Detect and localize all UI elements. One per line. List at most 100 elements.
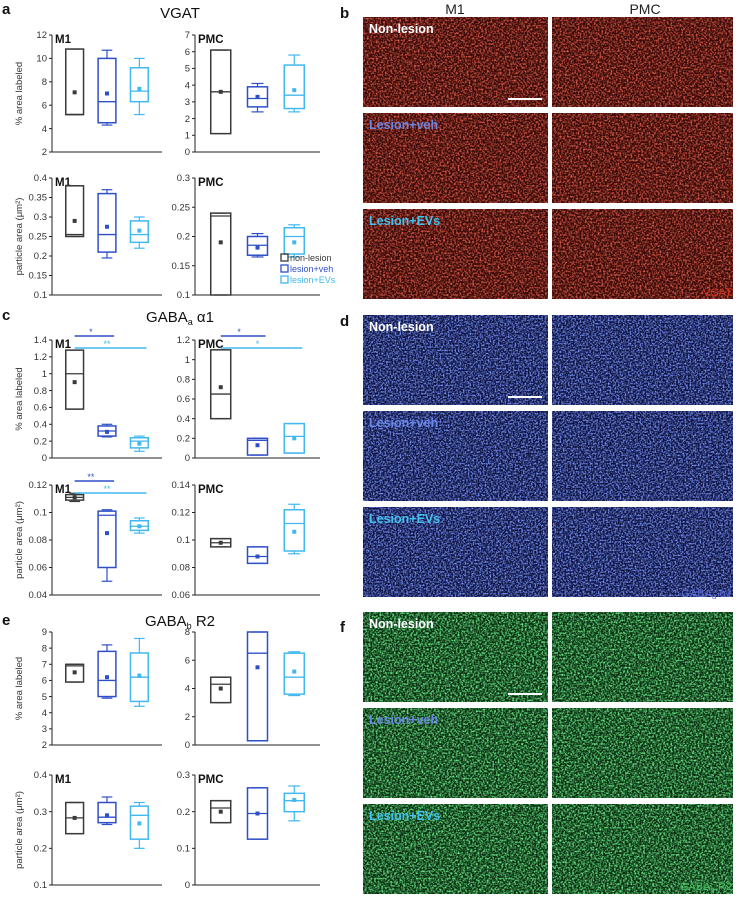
y-tick-label: 1.4 bbox=[34, 335, 47, 346]
box-iqr bbox=[246, 631, 269, 742]
box-iqr bbox=[97, 650, 117, 698]
chart-c_pmc: 0 0.2 0.4 0.6 0.8 1 1.2 PMC * * bbox=[177, 327, 320, 464]
micrograph-texture bbox=[552, 804, 733, 894]
y-tick-label: 0.4 bbox=[34, 419, 47, 430]
mean-marker bbox=[105, 91, 109, 96]
condition-label: Lesion+veh bbox=[369, 416, 438, 430]
micrograph-texture bbox=[552, 209, 733, 299]
mean-marker bbox=[255, 245, 260, 250]
box-iqr bbox=[97, 57, 117, 124]
micrograph-grid: Non-lesion Lesion+veh Lesion+EVs Non-lesion… bbox=[363, 17, 733, 894]
mean-marker bbox=[72, 90, 77, 95]
y-tick-label: 0.2 bbox=[34, 844, 47, 855]
box-iqr bbox=[209, 676, 232, 704]
box-iqr bbox=[129, 520, 150, 532]
y-tick-label: 0.8 bbox=[177, 375, 190, 386]
box-lesion+veh bbox=[97, 49, 117, 126]
y-axis-label: % area labeled bbox=[14, 367, 25, 430]
y-tick-label: 0.6 bbox=[34, 403, 47, 414]
mean-marker bbox=[105, 224, 109, 229]
y-tick-label: 1.2 bbox=[177, 335, 190, 346]
mean-marker bbox=[292, 529, 297, 534]
panel-letter-d: d bbox=[340, 313, 349, 330]
chart-c_m1: 00.20.40.60.811.21.4 M1% area labeled*** bbox=[14, 327, 162, 464]
micrograph-red-m1-3 bbox=[363, 209, 548, 299]
y-tick-label: 0.3 bbox=[34, 807, 47, 818]
column-header-pmc: PMC bbox=[629, 1, 660, 17]
condition-label: Lesion+veh bbox=[369, 118, 438, 132]
stain-label-vgat: VGAT bbox=[703, 287, 732, 299]
y-tick-label: 0 bbox=[185, 147, 190, 158]
box-lesion+EVs bbox=[283, 54, 306, 113]
chart-title: PMC bbox=[198, 339, 224, 351]
chart-e_pmc_pa: 0 0.1 0.2 0.3 PMC bbox=[177, 770, 320, 891]
box-iqr bbox=[65, 185, 85, 238]
panel-letter-e: e bbox=[2, 612, 10, 629]
chart-title: PMC bbox=[198, 34, 224, 46]
condition-label: Lesion+veh bbox=[369, 713, 438, 727]
micrograph-red-m1-2 bbox=[363, 113, 548, 203]
box-lesion+EVs bbox=[129, 801, 150, 849]
mean-marker bbox=[72, 218, 77, 223]
y-axis-label: particle area (μm²) bbox=[14, 791, 25, 869]
condition-label: Lesion+EVs bbox=[369, 809, 440, 823]
y-tick-label: 10 bbox=[36, 54, 47, 65]
micrograph-texture bbox=[363, 804, 548, 894]
micrograph-green-pmc-2 bbox=[552, 708, 733, 798]
mean-marker bbox=[255, 94, 260, 99]
chart-a_pmc_pa: 0.1 0.15 0.2 0.25 0.3 PMC bbox=[172, 173, 320, 301]
y-tick-label: 0.08 bbox=[172, 563, 191, 574]
box-non-lesion bbox=[65, 349, 85, 410]
box-non-lesion bbox=[65, 492, 85, 503]
box-iqr bbox=[283, 226, 306, 255]
box-iqr bbox=[283, 509, 306, 552]
y-tick-label: 0.1 bbox=[177, 844, 190, 855]
box-iqr bbox=[283, 652, 306, 695]
y-tick-label: 0.15 bbox=[29, 271, 48, 282]
y-tick-label: 0 bbox=[185, 453, 190, 464]
box-iqr bbox=[129, 220, 150, 244]
y-axis-label: particle area (μm²) bbox=[14, 198, 25, 276]
y-tick-label: 0.3 bbox=[34, 212, 47, 223]
y-tick-label: 1 bbox=[42, 369, 47, 380]
section-title-gaba-b: GABAb R2 bbox=[145, 613, 215, 631]
box-lesion+veh bbox=[97, 189, 117, 259]
chart-c_pmc_pa: 0.06 0.08 0.1 0.12 0.14 PMC bbox=[172, 480, 320, 601]
chart-title: M1 bbox=[55, 774, 72, 786]
y-tick-label: 2 bbox=[42, 740, 47, 751]
y-tick-label: 3 bbox=[185, 97, 190, 108]
chart-e_m1_pa: 0.1 0.2 0.3 0.4 M1 particle area (μm²) bbox=[14, 770, 162, 891]
mean-marker bbox=[292, 797, 297, 802]
box-lesion+EVs bbox=[283, 224, 306, 258]
mean-marker bbox=[137, 86, 142, 91]
box-lesion+veh bbox=[97, 644, 117, 699]
y-tick-label: 12 bbox=[36, 30, 47, 41]
micrograph-red-pmc-3 bbox=[552, 209, 733, 299]
micrograph-texture bbox=[363, 411, 548, 501]
micrograph-blue-m1-3 bbox=[363, 507, 548, 597]
box-lesion+veh bbox=[246, 232, 269, 258]
box-iqr bbox=[246, 86, 269, 108]
condition-label: Lesion+EVs bbox=[369, 512, 440, 526]
micrograph-blue-pmc-1 bbox=[552, 315, 733, 405]
box-lesion+veh bbox=[246, 787, 269, 840]
condition-label: Non-lesion bbox=[369, 320, 434, 334]
y-tick-label: 4 bbox=[185, 684, 190, 695]
y-tick-label: 0.1 bbox=[34, 290, 47, 301]
y-tick-label: 5 bbox=[42, 692, 47, 703]
y-tick-label: 0.3 bbox=[177, 173, 190, 184]
y-tick-label: 7 bbox=[42, 659, 47, 670]
y-tick-label: 0.04 bbox=[29, 590, 48, 601]
y-tick-label: 0 bbox=[185, 740, 190, 751]
box-non-lesion bbox=[209, 799, 232, 824]
y-tick-label: 9 bbox=[42, 627, 47, 638]
box-lesion+EVs bbox=[129, 57, 150, 116]
box-non-lesion bbox=[209, 537, 232, 548]
condition-label: Non-lesion bbox=[369, 22, 434, 36]
box-non-lesion bbox=[65, 801, 85, 835]
y-axis-label: % area labeled bbox=[14, 657, 25, 720]
micrograph-texture bbox=[363, 507, 548, 597]
micrograph-red-m1-1 bbox=[363, 17, 548, 107]
